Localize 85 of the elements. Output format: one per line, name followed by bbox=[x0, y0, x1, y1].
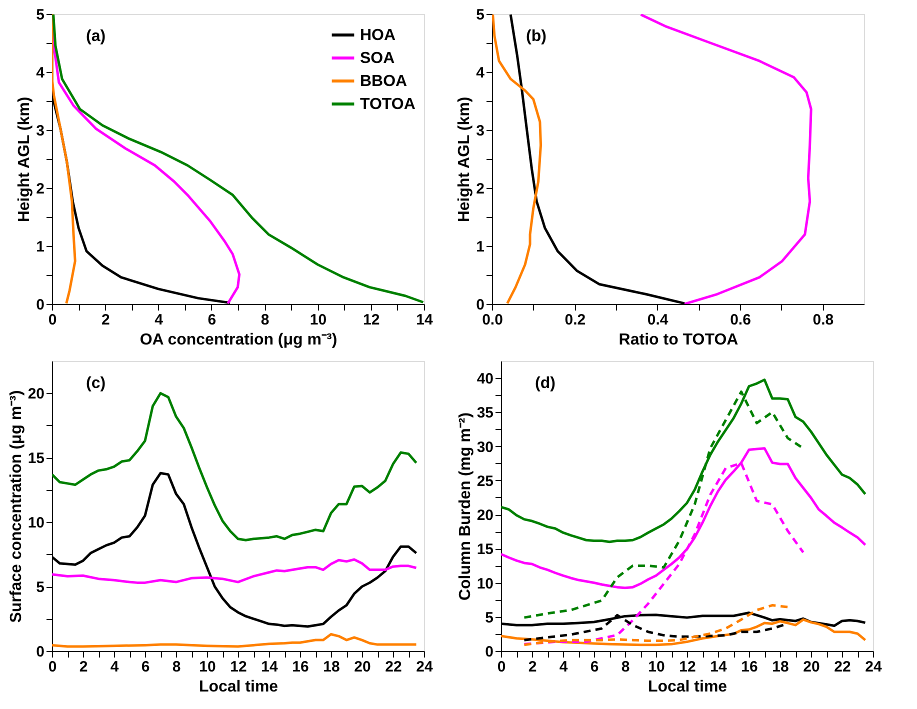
x-tick-label: 24 bbox=[416, 658, 434, 676]
x-tick-label: 12 bbox=[363, 312, 380, 328]
x-axis-title: Local time bbox=[198, 678, 278, 696]
y-tick-label: 10 bbox=[28, 514, 44, 532]
x-tick-label: 22 bbox=[834, 658, 851, 676]
line-series bbox=[52, 392, 418, 542]
x-axis-title: Local time bbox=[648, 678, 728, 696]
y-tick-label: 5 bbox=[485, 609, 494, 626]
y-tick-label: 20 bbox=[476, 507, 494, 524]
x-tick-label: 6 bbox=[208, 312, 216, 328]
x-tick-label: 2 bbox=[101, 312, 110, 328]
line-series bbox=[640, 14, 812, 304]
x-tick-label: 0.0 bbox=[482, 312, 503, 328]
x-tick-label: 16 bbox=[292, 658, 309, 676]
x-tick-label: 10 bbox=[310, 312, 327, 328]
y-tick-label: 0 bbox=[476, 296, 484, 314]
x-tick-label: 0.6 bbox=[730, 312, 751, 328]
y-tick-label: 5 bbox=[36, 6, 44, 24]
x-tick-label: 0 bbox=[48, 312, 57, 328]
x-tick-label: 22 bbox=[385, 658, 402, 676]
x-tick-label: 14 bbox=[416, 312, 434, 328]
x-tick-label: 4 bbox=[559, 658, 568, 676]
x-tick-label: 20 bbox=[803, 658, 820, 676]
y-axis-title: Column Burden (mg m⁻²) bbox=[456, 412, 474, 601]
x-tick-label: 14 bbox=[710, 658, 728, 676]
x-tick-label: 4 bbox=[154, 312, 164, 328]
x-tick-label: 18 bbox=[323, 658, 340, 676]
y-tick-label: 2 bbox=[36, 180, 44, 198]
x-tick-label: 0.8 bbox=[812, 312, 834, 328]
y-tick-label: 5 bbox=[476, 6, 484, 24]
y-tick-label: 0 bbox=[485, 644, 494, 660]
y-tick-label: 10 bbox=[476, 575, 494, 592]
line-series bbox=[52, 632, 418, 648]
y-tick-label: 20 bbox=[28, 386, 44, 403]
y-tick-label: 1 bbox=[36, 238, 44, 256]
x-tick-label: 12 bbox=[679, 658, 696, 676]
y-tick-label: 15 bbox=[476, 541, 494, 558]
line-series bbox=[52, 558, 418, 584]
y-tick-label: 0 bbox=[36, 644, 44, 660]
x-tick-label: 18 bbox=[772, 658, 789, 676]
legend-label: BBOA bbox=[360, 73, 408, 90]
y-tick-label: 5 bbox=[36, 579, 44, 596]
y-tick-label: 3 bbox=[36, 122, 44, 140]
y-tick-label: 25 bbox=[476, 472, 494, 490]
x-tick-label: 14 bbox=[261, 658, 278, 676]
annotation: (c) bbox=[86, 375, 106, 392]
x-tick-label: 20 bbox=[354, 658, 371, 676]
x-tick-label: 2 bbox=[528, 658, 537, 676]
x-tick-label: 12 bbox=[230, 658, 247, 676]
x-axis-title: OA concentration (μg m⁻³) bbox=[140, 332, 338, 348]
y-tick-label: 4 bbox=[36, 64, 46, 82]
x-tick-label: 8 bbox=[260, 312, 270, 328]
x-tick-label: 10 bbox=[199, 658, 216, 676]
x-tick-label: 10 bbox=[648, 658, 665, 676]
x-tick-label: 8 bbox=[621, 658, 630, 676]
y-axis-title: Height AGL (km) bbox=[456, 96, 474, 222]
x-tick-label: 6 bbox=[141, 658, 150, 676]
x-tick-label: 6 bbox=[590, 658, 599, 676]
y-axis-title: Surface concentration (μg m⁻³) bbox=[8, 390, 25, 623]
x-tick-label: 8 bbox=[172, 658, 181, 676]
y-tick-label: 15 bbox=[28, 450, 44, 468]
legend-label: SOA bbox=[360, 50, 396, 67]
y-tick-label: 4 bbox=[476, 64, 486, 82]
x-tick-label: 2 bbox=[79, 658, 88, 676]
x-tick-label: 16 bbox=[741, 658, 758, 676]
y-tick-label: 1 bbox=[476, 238, 484, 256]
legend-label: TOTOA bbox=[360, 96, 416, 113]
x-tick-label: 0.4 bbox=[647, 312, 669, 328]
y-tick-label: 30 bbox=[476, 438, 494, 456]
y-tick-label: 40 bbox=[476, 370, 494, 388]
x-tick-label: 4 bbox=[110, 658, 120, 676]
y-tick-label: 0 bbox=[36, 296, 44, 314]
annotation: (b) bbox=[526, 28, 546, 45]
x-tick-label: 0.2 bbox=[564, 312, 586, 328]
annotation: (a) bbox=[86, 28, 106, 45]
y-tick-label: 2 bbox=[476, 180, 484, 198]
x-tick-label: 0 bbox=[497, 658, 506, 676]
x-axis-title: Ratio to TOTOA bbox=[618, 332, 739, 348]
y-tick-label: 35 bbox=[476, 404, 494, 422]
x-tick-label: 24 bbox=[865, 658, 882, 676]
y-axis-title: Height AGL (km) bbox=[16, 96, 34, 222]
legend-label: HOA bbox=[360, 27, 396, 44]
y-tick-label: 3 bbox=[476, 122, 484, 140]
annotation: (d) bbox=[535, 375, 556, 392]
x-tick-label: 0 bbox=[48, 658, 57, 676]
